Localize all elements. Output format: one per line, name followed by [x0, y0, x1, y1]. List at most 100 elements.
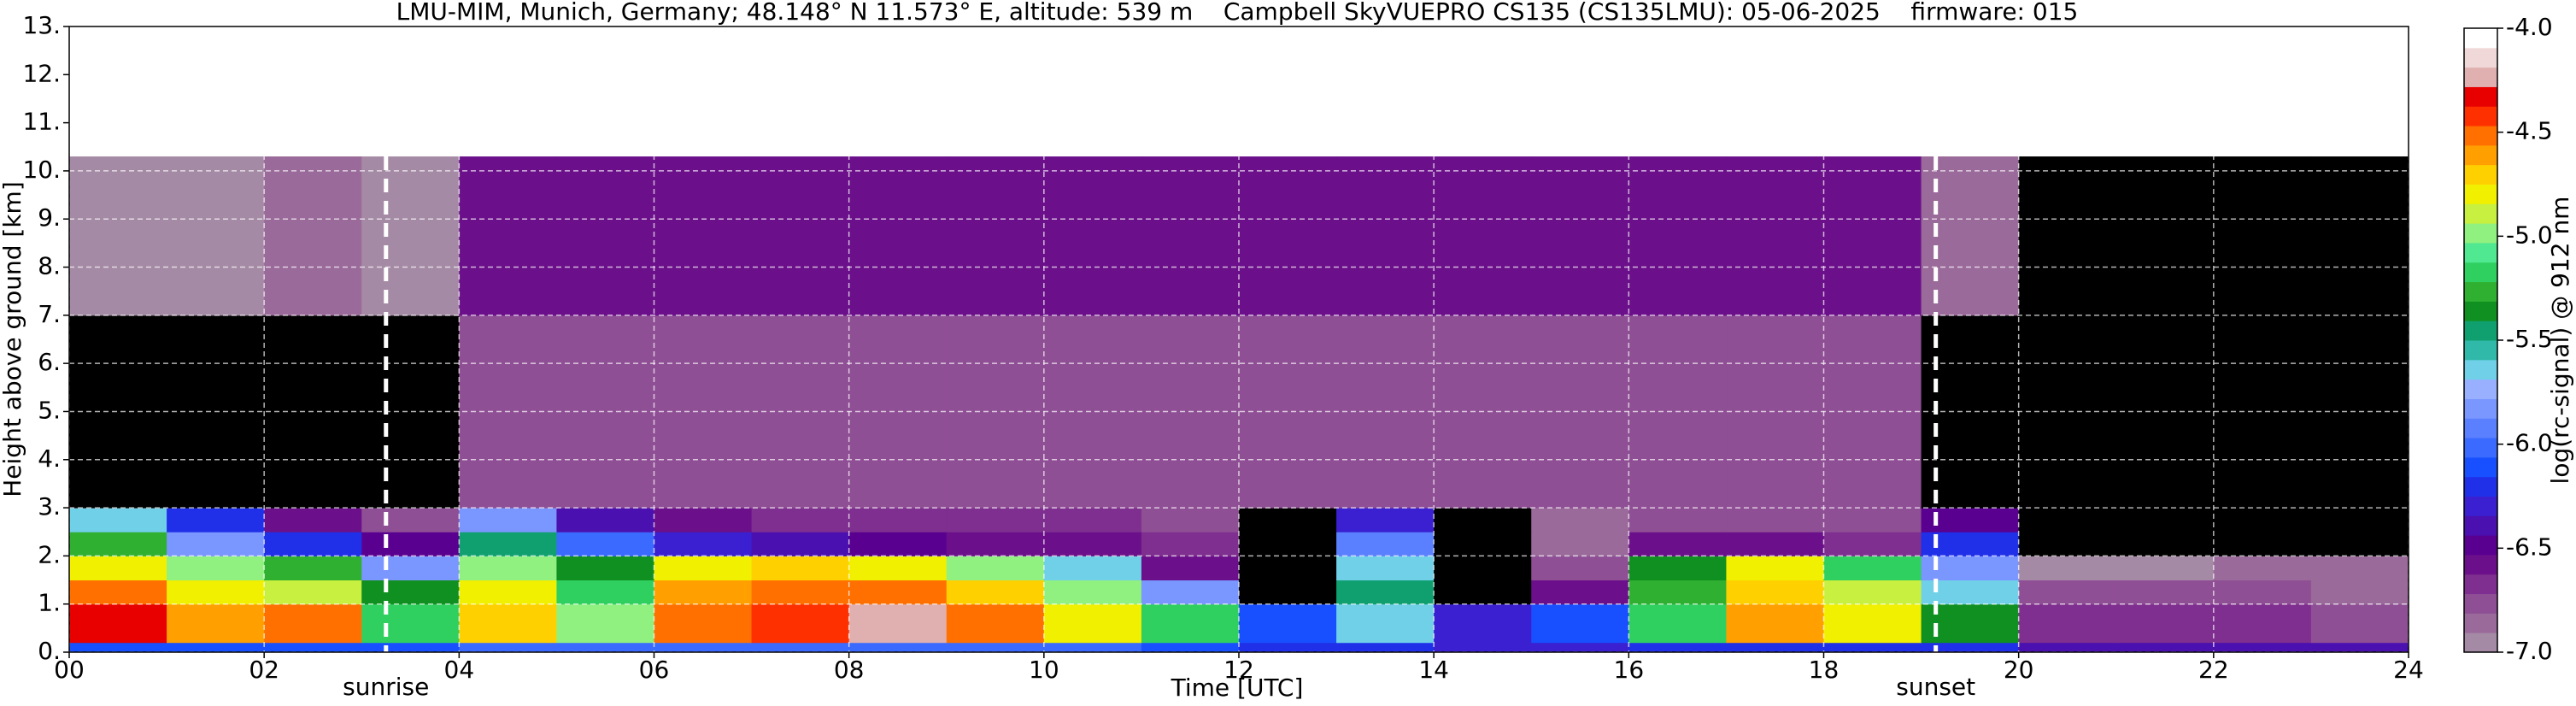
y-tick-label: 12.: [22, 59, 61, 87]
heat-cell: [2310, 642, 2409, 653]
heat-cell: [1823, 556, 1922, 581]
heat-cell: [1531, 508, 1629, 532]
heat-cell: [848, 532, 948, 556]
heat-cell: [1823, 508, 1922, 532]
x-tick-label: 22: [2198, 656, 2229, 684]
heat-cell: [1628, 642, 1727, 653]
plot-frame: [68, 26, 2409, 653]
y-tick-label: 2.: [38, 540, 61, 568]
heat-cell: [167, 532, 265, 556]
heat-cell: [848, 642, 948, 653]
y-tick-label: 11.: [22, 108, 61, 136]
heat-cell: [1141, 556, 1240, 581]
heat-cell: [167, 156, 265, 316]
heat-cell: [556, 532, 654, 556]
heat-cell: [2018, 411, 2117, 509]
colorbar-swatch: [2464, 47, 2497, 68]
colorbar-swatch: [2464, 301, 2497, 321]
heat-cell: [1628, 580, 1727, 605]
colorbar-swatch: [2464, 106, 2497, 126]
heat-cell: [556, 315, 654, 412]
heat-cell: [1628, 532, 1727, 556]
colorbar-swatch: [2464, 613, 2497, 633]
colorbar-tick-label: -6.0: [2506, 429, 2553, 457]
heat-cell: [1239, 411, 1337, 509]
x-tick-label: 16: [1614, 656, 1645, 684]
heat-cell: [1043, 603, 1142, 644]
heat-cell: [1823, 580, 1922, 605]
heat-cell: [1141, 532, 1240, 556]
heat-cell: [946, 156, 1045, 316]
heat-cell: [1628, 508, 1727, 532]
colorbar-label: log(rc-signal) @ 912 nm: [2546, 197, 2574, 485]
heat-cell: [2310, 580, 2409, 605]
heat-cell: [1628, 556, 1727, 581]
heat-cell: [556, 411, 654, 509]
heat-cell: [2310, 156, 2409, 316]
colorbar-swatch: [2464, 438, 2497, 458]
heat-cell: [654, 508, 753, 532]
colorbar-swatch: [2464, 242, 2497, 263]
heat-cell: [848, 556, 948, 581]
heat-cell: [1239, 315, 1337, 412]
heat-cell: [1434, 156, 1532, 316]
colorbar-swatch: [2464, 321, 2497, 341]
heat-cell: [2018, 315, 2117, 412]
colorbar-swatch: [2464, 262, 2497, 283]
heat-cell: [2018, 508, 2117, 532]
colorbar-swatch: [2464, 86, 2497, 107]
heat-cell: [751, 580, 850, 605]
heat-cell: [556, 642, 654, 653]
colorbar-swatch: [2464, 281, 2497, 302]
x-tick-label: 08: [834, 656, 865, 684]
heat-cell: [1336, 580, 1435, 605]
x-tick-label: 12: [1223, 656, 1254, 684]
heat-cell: [654, 156, 753, 316]
heat-cell: [751, 603, 850, 644]
heat-cell: [1336, 156, 1435, 316]
heat-cell: [69, 642, 167, 653]
heat-cell: [264, 156, 362, 316]
heat-cell: [1239, 642, 1337, 653]
heat-cell: [1823, 532, 1922, 556]
heat-cell: [1434, 580, 1532, 605]
heat-cell: [1141, 580, 1240, 605]
heat-cell: [1336, 642, 1435, 653]
heat-cell: [1434, 556, 1532, 581]
heat-cell: [167, 603, 265, 644]
heat-cell: [264, 532, 362, 556]
heat-cell: [69, 411, 167, 509]
heat-cell: [2115, 156, 2215, 316]
heat-cell: [751, 508, 850, 532]
heat-cell: [1043, 532, 1142, 556]
annotation-label: sunrise: [343, 673, 429, 701]
heat-cell: [1336, 556, 1435, 581]
heat-cell: [946, 532, 1045, 556]
colorbar-swatch: [2464, 456, 2497, 478]
y-tick-label: 7.: [38, 300, 61, 328]
heat-cell: [1336, 532, 1435, 556]
heat-cell: [2310, 603, 2409, 644]
heat-cell: [1434, 642, 1532, 653]
heat-cell: [654, 603, 753, 644]
heat-cell: [2310, 508, 2409, 532]
heat-cell: [2213, 642, 2312, 653]
colorbar-swatch: [2464, 496, 2497, 516]
heat-cell: [654, 532, 753, 556]
heat-cell: [2018, 532, 2117, 556]
colorbar-swatch: [2464, 67, 2497, 87]
heat-cell: [946, 508, 1045, 532]
heat-cell: [361, 603, 460, 644]
heat-cell: [1043, 315, 1142, 412]
heat-cell: [848, 580, 948, 605]
heat-cell: [361, 156, 460, 316]
heat-cell: [1434, 508, 1532, 532]
heat-cell: [2115, 642, 2215, 653]
heat-cell: [556, 580, 654, 605]
heat-cell: [361, 508, 460, 532]
heat-cell: [2213, 532, 2312, 556]
heat-cell: [264, 580, 362, 605]
heat-cell: [1531, 556, 1629, 581]
heat-cell: [2018, 156, 2117, 316]
x-tick-label: 10: [1029, 656, 1059, 684]
